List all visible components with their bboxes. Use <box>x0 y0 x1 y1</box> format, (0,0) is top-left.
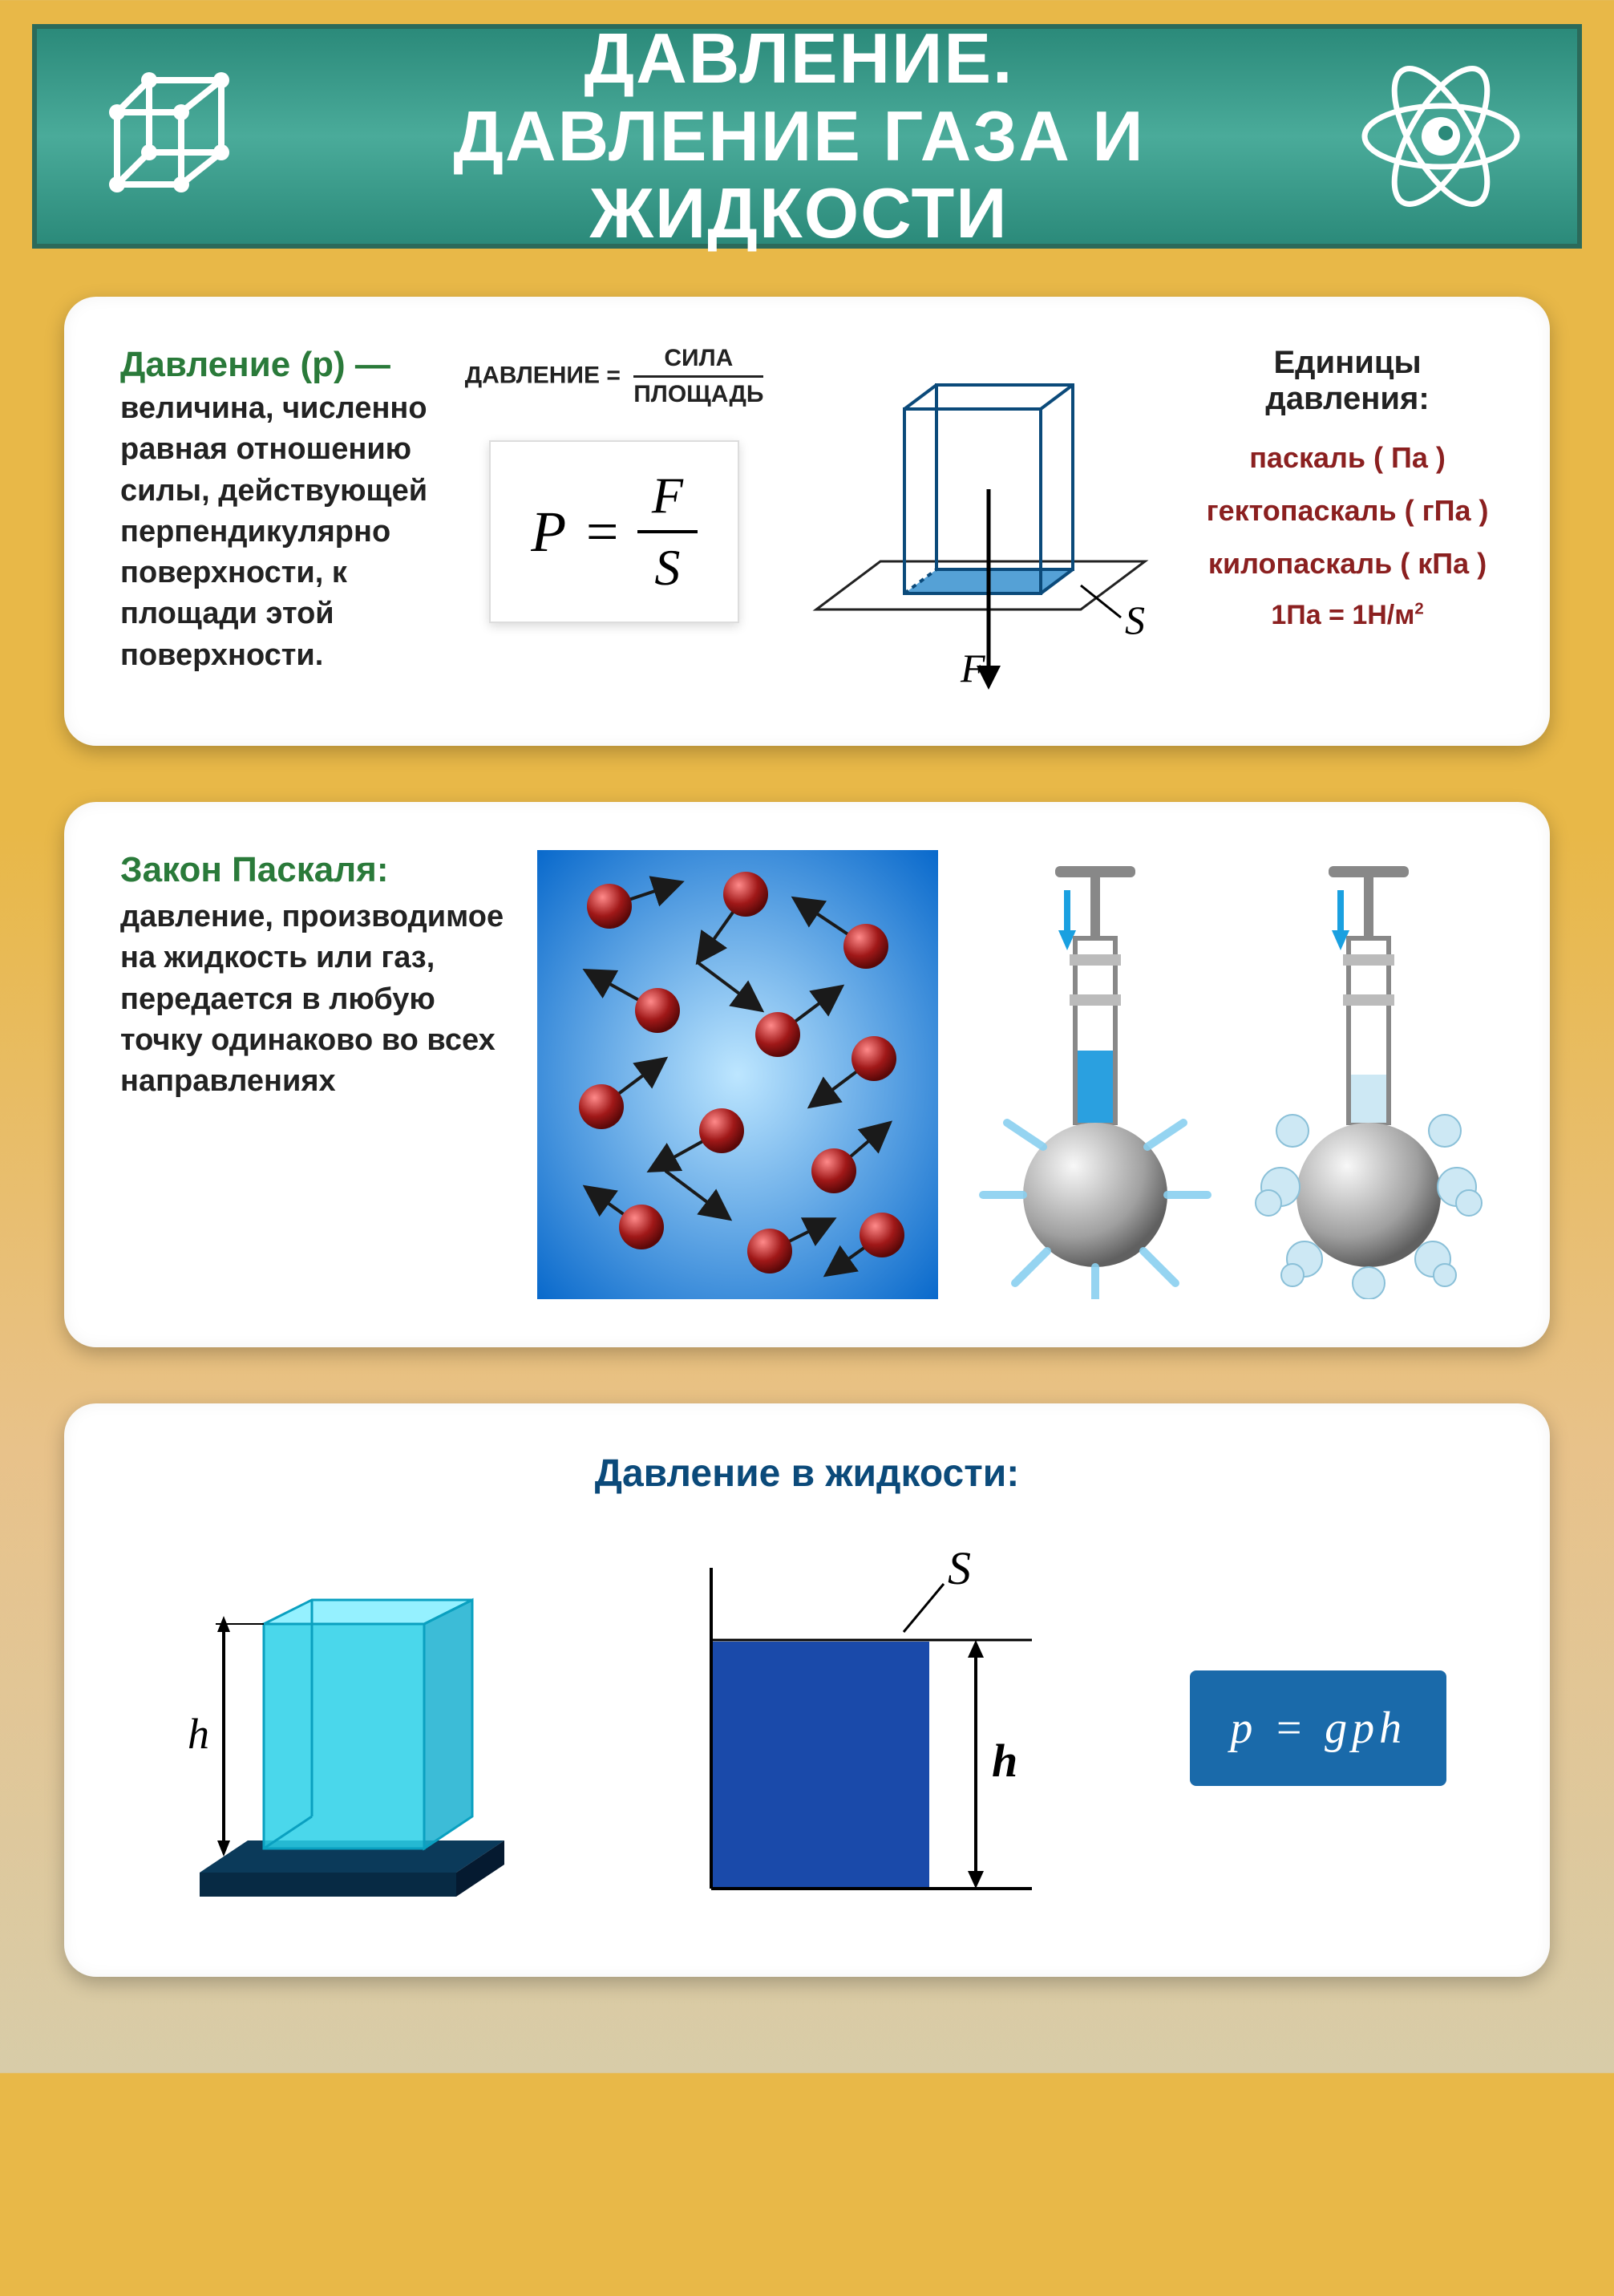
liquid-tank-diagram: h <box>168 1528 536 1929</box>
column-label-h: h <box>992 1735 1017 1787</box>
pascal-description: давление, производимое на жидкость или г… <box>120 897 505 1102</box>
atom-icon <box>1353 56 1529 217</box>
liquid-pressure-title: Давление в жидкости: <box>120 1452 1494 1496</box>
formula-den: S <box>654 533 680 597</box>
word-formula-num: СИЛА <box>633 345 763 378</box>
pascal-title: Закон Паскаля: <box>120 850 505 890</box>
title-line2: ДАВЛЕНИЕ ГАЗА И ЖИДКОСТИ <box>245 98 1353 253</box>
card-liquid-pressure: Давление в жидкости: <box>64 1403 1550 1977</box>
diagram-label-S: S <box>1125 597 1145 642</box>
unit-equation: 1Па = 1Н/м2 <box>1201 600 1494 631</box>
column-label-S: S <box>948 1542 971 1594</box>
unit-hectopascal: гектопаскаль ( гПа ) <box>1201 494 1494 528</box>
unit-pascal: паскаль ( Па ) <box>1201 441 1494 475</box>
liquid-pressure-formula: p = gph <box>1190 1670 1446 1786</box>
units-title: Единицы давления: <box>1201 345 1494 417</box>
pascal-text-block: Закон Паскаля: давление, производимое на… <box>120 850 505 1102</box>
formula-lhs: P <box>531 499 566 565</box>
content-area: Давление (p) — величина, численно равная… <box>0 249 1614 2025</box>
molecules-diagram <box>537 850 938 1299</box>
formula-eq: = <box>582 499 621 565</box>
formula-area: ДАВЛЕНИЕ = СИЛА ПЛОЩАДЬ P = F S <box>460 345 768 623</box>
piston-gas <box>1248 850 1489 1299</box>
definition-text: величина, численно равная отношению силы… <box>120 388 428 676</box>
title-line1: ДАВЛЕНИЕ. <box>245 20 1353 98</box>
word-formula-den: ПЛОЩАДЬ <box>633 378 763 408</box>
word-formula: ДАВЛЕНИЕ = СИЛА ПЛОЩАДЬ <box>465 345 764 408</box>
tank-label-h: h <box>188 1710 209 1758</box>
formula-num: F <box>637 466 698 533</box>
main-formula-box: P = F S <box>489 440 739 623</box>
units-block: Единицы давления: паскаль ( Па ) гектопа… <box>1201 345 1494 631</box>
pistons-pair <box>970 850 1494 1299</box>
header-banner: ДАВЛЕНИЕ. ДАВЛЕНИЕ ГАЗА И ЖИДКОСТИ <box>32 24 1582 249</box>
card-pascal-law: Закон Паскаля: давление, производимое на… <box>64 802 1550 1347</box>
cube-force-diagram: F S <box>800 345 1169 698</box>
card-pressure-definition: Давление (p) — величина, численно равная… <box>64 297 1550 746</box>
definition-title: Давление (p) — <box>120 345 390 384</box>
word-formula-lhs: ДАВЛЕНИЕ = <box>465 362 621 388</box>
column-2d-diagram: S h <box>663 1536 1064 1921</box>
page-title: ДАВЛЕНИЕ. ДАВЛЕНИЕ ГАЗА И ЖИДКОСТИ <box>245 20 1353 253</box>
definition-block: Давление (p) — величина, численно равная… <box>120 345 428 676</box>
piston-liquid <box>975 850 1216 1299</box>
cube-wireframe-icon <box>85 56 245 217</box>
unit-kilopascal: килопаскаль ( кПа ) <box>1201 547 1494 581</box>
diagram-label-F: F <box>960 646 985 690</box>
